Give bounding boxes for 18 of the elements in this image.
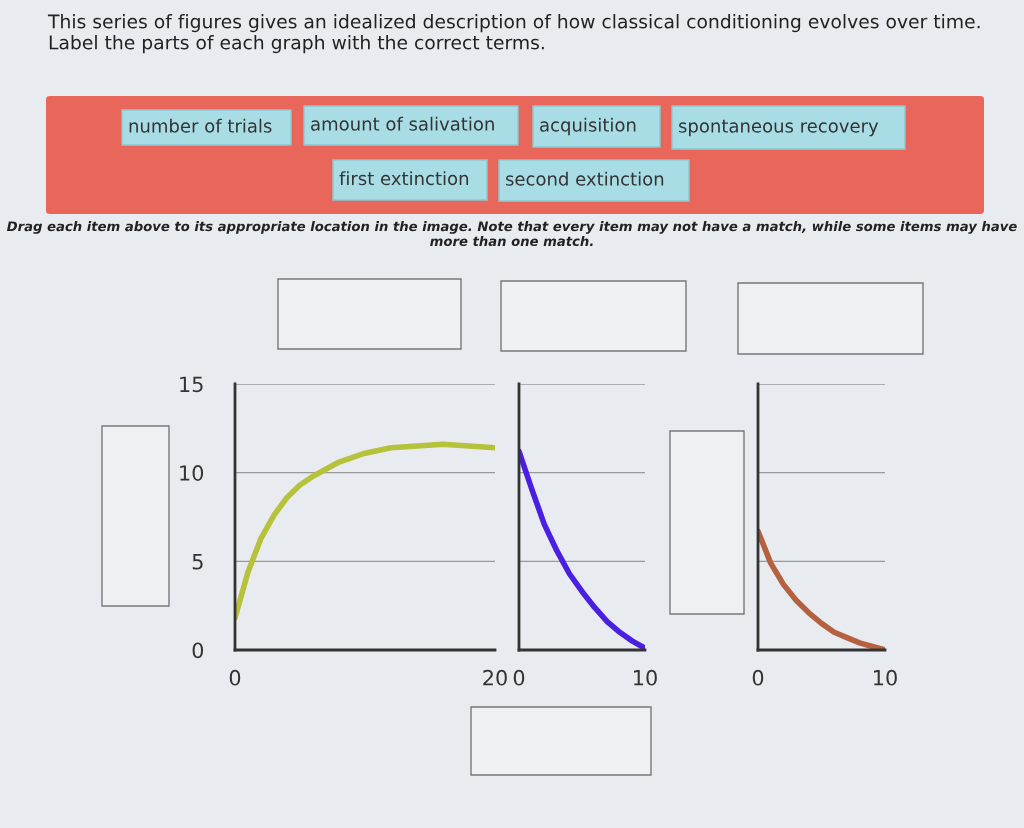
text: second extinction <box>505 171 664 186</box>
x-tick-label: 10 <box>634 669 657 686</box>
x-tick-label: 10 <box>874 669 897 686</box>
text: acquisition <box>540 117 636 136</box>
text: spontaneous recovery <box>678 119 879 137</box>
x-tick-label: 0 <box>752 669 764 686</box>
y-tick-label: 0 <box>192 642 204 659</box>
x-tick-label: 0 <box>229 669 241 686</box>
x-tick-label: 0 <box>513 669 525 686</box>
y-tick-label: 10 <box>180 465 204 481</box>
text: This series of figures gives an idealized description of how classical conditioning evolves over time. Label the parts of each graph with the correct terms. <box>47 14 980 54</box>
text: first extinction <box>339 171 469 186</box>
y-tick-label: 15 <box>180 376 203 393</box>
x-tick-label: 20 <box>483 669 507 686</box>
y-tick-label: 5 <box>192 554 203 570</box>
text: number of trials <box>129 118 272 133</box>
text: Drag each item above to its appropriate location in the image. Note that every item may not have a match, while some items may have more than one match. <box>6 221 1017 247</box>
text: amount of salivation <box>311 116 494 131</box>
